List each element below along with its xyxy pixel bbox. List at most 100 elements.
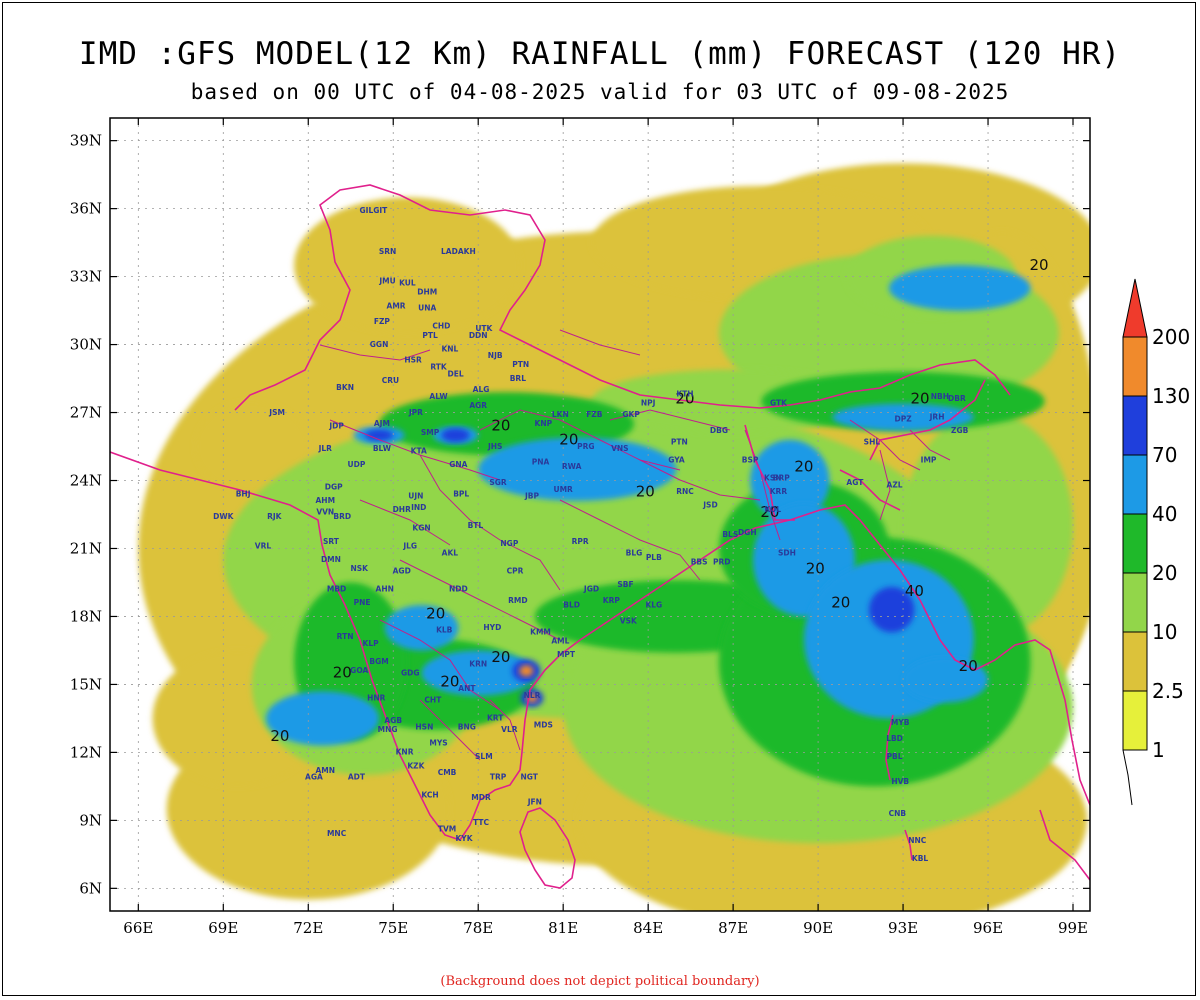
station-label: LBD (886, 734, 903, 743)
station-label: DGH (738, 528, 757, 537)
station-label: UDP (348, 460, 366, 469)
station-label: IND (411, 503, 426, 512)
station-label: DDN (469, 331, 488, 340)
station-label: AZL (887, 480, 903, 489)
station-label: JRH (929, 412, 945, 421)
contour-label: 20 (911, 389, 930, 407)
station-label: JFN (527, 798, 542, 807)
myanmar-coast (1039, 699, 1090, 881)
station-label: SLM (475, 752, 493, 761)
station-label: GTK (770, 399, 788, 408)
contour-label: 20 (491, 648, 510, 666)
lat-tick-label: 27N (70, 404, 102, 422)
station-label: SMP (421, 428, 440, 437)
station-label: GYA (668, 455, 685, 464)
station-label: KLG (645, 600, 662, 609)
station-label: ZGB (951, 426, 969, 435)
lat-tick-label: 30N (70, 336, 102, 354)
station-label: PTN (671, 437, 688, 446)
station-label: PTN (512, 360, 529, 369)
lon-tick-label: 84E (633, 919, 663, 937)
station-label: NNC (908, 836, 927, 845)
station-label: BLD (563, 600, 580, 609)
station-label: TVM (438, 825, 456, 834)
lat-tick-label: 24N (70, 472, 102, 490)
sri-lanka-coast (519, 807, 576, 889)
station-label: LKN (552, 410, 569, 419)
india-state-lines (319, 329, 951, 761)
lat-tick-label: 6N (79, 879, 102, 897)
station-label: CNB (889, 809, 907, 818)
station-label: JSD (702, 501, 717, 510)
rain-area-22 (761, 371, 1045, 431)
lon-tick-label: 75E (378, 919, 408, 937)
station-label: BRD (333, 512, 351, 521)
station-label: AMN (315, 766, 335, 775)
station-label: CPR (507, 566, 524, 575)
station-label: AGB (384, 716, 402, 725)
station-label: KCH (421, 791, 438, 800)
station-label: KOL (764, 505, 781, 514)
station-label: SBF (617, 580, 633, 589)
rain-area-6 (294, 197, 521, 334)
station-label: JMU (378, 276, 395, 285)
station-label: BNG (458, 723, 476, 732)
station-label: GDG (401, 668, 420, 677)
lat-tick-label: 33N (70, 268, 102, 286)
station-label: GOA (350, 666, 368, 675)
station-label: HSN (415, 723, 433, 732)
station-label: SHL (864, 437, 881, 446)
station-label: AKL (442, 548, 459, 557)
station-label: KTH (676, 390, 693, 399)
station-label: MPT (557, 650, 576, 659)
rain-area-32 (832, 403, 974, 431)
station-label: GGN (370, 340, 389, 349)
station-label: RJK (267, 512, 283, 521)
station-label: MDR (471, 793, 491, 802)
rain-area-29 (421, 650, 535, 696)
station-label: KYK (456, 834, 474, 843)
station-label: NJB (488, 351, 503, 360)
legend-tail (1122, 749, 1133, 806)
station-label: IMP (921, 455, 937, 464)
station-label: DWK (213, 512, 234, 521)
coastline-west (110, 451, 1066, 841)
station-label: DEL (447, 369, 463, 378)
lat-tick-label: 21N (70, 539, 102, 557)
rain-area-31 (888, 265, 1031, 311)
station-label: AGD (393, 566, 411, 575)
station-label: MNG (378, 725, 398, 734)
lon-tick-label: 99E (1058, 919, 1088, 937)
contour-label: 20 (333, 664, 352, 682)
station-label: JSM (268, 408, 285, 417)
station-label: TTC (473, 818, 489, 827)
station-label: MNC (327, 829, 347, 838)
station-label: BKN (336, 383, 354, 392)
contour-label: 20 (559, 430, 578, 448)
contour-label: 20 (636, 482, 655, 500)
contour-label: 20 (675, 389, 694, 407)
lon-tick-label: 72E (293, 919, 323, 937)
station-label: KSN (764, 474, 782, 483)
legend-arrow-top (1122, 278, 1148, 338)
station-label: UJN (408, 492, 423, 501)
rain-area-27 (265, 691, 380, 746)
station-label: GKP (622, 410, 640, 419)
station-label: PNE (354, 598, 371, 607)
lat-tick-label: 9N (79, 811, 102, 829)
station-label: KRR (770, 487, 788, 496)
station-label: JLG (402, 541, 417, 550)
station-label: DHR (393, 505, 412, 514)
station-label: NBH (931, 392, 949, 401)
station-label: AGR (469, 401, 487, 410)
contour-labels: 20 20 20 20 20 20 20 20 20 20 20 20 20 40 20 20 20 (270, 256, 1048, 745)
station-label: VSK (620, 616, 638, 625)
station-label: ADT (348, 773, 366, 782)
station-label: HYD (483, 623, 501, 632)
legend-label: 130 (1152, 384, 1190, 408)
station-label: DMN (321, 555, 341, 564)
axes: 66E 69E 72E 75E 78E 81E 84E 87E 90E 93E 96E 99E 39N 3… (70, 118, 1090, 937)
station-label: MBD (327, 585, 346, 594)
contour-label: 40 (905, 582, 924, 600)
